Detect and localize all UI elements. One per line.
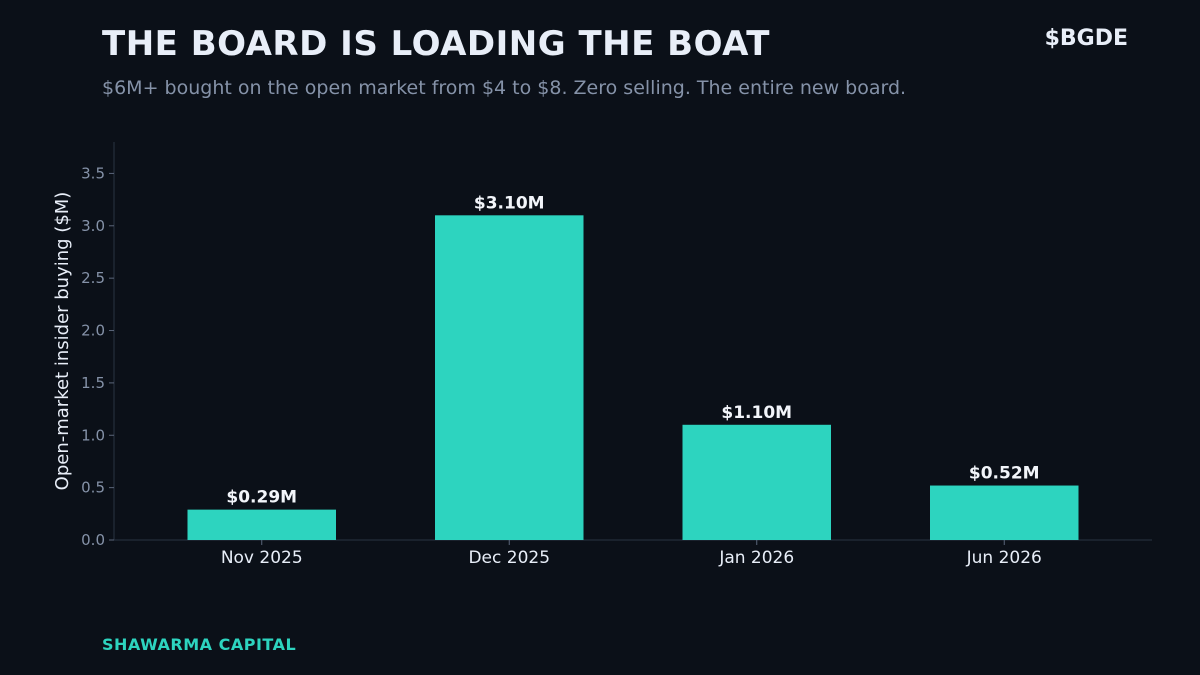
bar-value-label: $0.52M <box>969 464 1040 484</box>
chart-subtitle: $6M+ bought on the open market from $4 t… <box>102 77 907 99</box>
y-tick-label: 3.5 <box>81 164 105 182</box>
chart-title: THE BOARD IS LOADING THE BOAT <box>102 24 770 64</box>
x-tick-label: Dec 2025 <box>468 548 550 568</box>
y-tick-label: 2.0 <box>81 322 105 340</box>
bar <box>187 509 336 540</box>
y-axis-title: Open-market insider buying ($M) <box>52 192 73 491</box>
ticker-symbol: $BGDE <box>1044 26 1128 51</box>
brand-footer: SHAWARMA CAPITAL <box>102 635 297 654</box>
bar <box>682 424 831 540</box>
chart-data-labels: $0.29M $3.10M $1.10M $0.52M <box>226 193 1039 507</box>
bar <box>435 215 584 540</box>
y-tick-label: 1.5 <box>81 374 105 392</box>
x-tick-label: Nov 2025 <box>221 548 303 568</box>
y-tick-label: 1.0 <box>81 426 105 444</box>
bar <box>930 485 1079 540</box>
y-tick-label: 0.0 <box>81 531 105 549</box>
x-tick-label: Jan 2026 <box>718 548 794 568</box>
bar-value-label: $1.10M <box>721 403 792 423</box>
y-tick-label: 3.0 <box>81 217 105 235</box>
y-tick-label: 2.5 <box>81 269 105 287</box>
chart-bars <box>187 215 1079 540</box>
y-tick-label: 0.5 <box>81 479 105 497</box>
x-tick-label: Jun 2026 <box>966 548 1042 568</box>
bar-value-label: $3.10M <box>474 193 545 213</box>
chart-axes: 0.0 0.5 1.0 1.5 2.0 2.5 3.0 3.5 Nov 2025 Dec 2025… <box>81 142 1152 568</box>
bar-value-label: $0.29M <box>226 488 297 508</box>
